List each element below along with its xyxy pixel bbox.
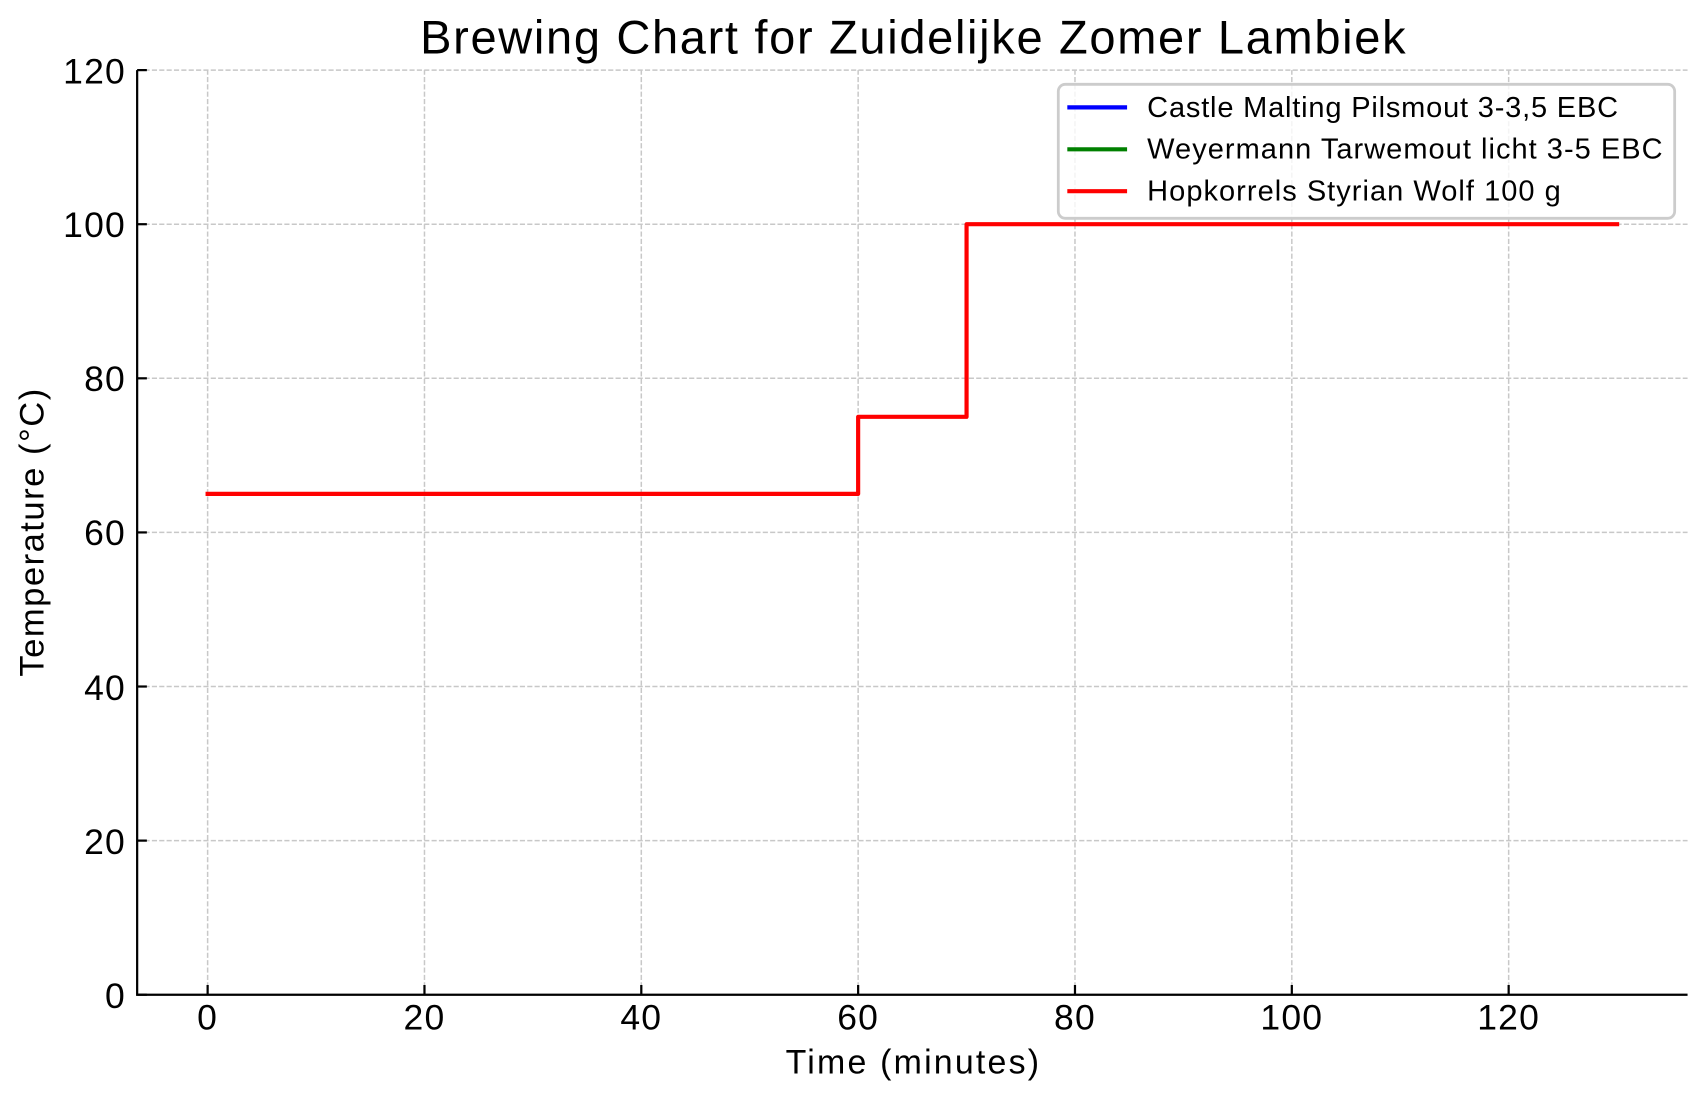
svg-text:40: 40 xyxy=(620,998,662,1038)
svg-text:60: 60 xyxy=(837,998,879,1038)
svg-text:20: 20 xyxy=(84,822,126,862)
svg-text:Time (minutes): Time (minutes) xyxy=(786,1043,1039,1081)
svg-text:120: 120 xyxy=(1477,998,1540,1038)
svg-text:0: 0 xyxy=(197,998,218,1038)
svg-text:Weyermann Tarwemout licht 3-5: Weyermann Tarwemout licht 3-5 EBC xyxy=(1147,134,1662,166)
svg-text:0: 0 xyxy=(105,976,126,1016)
svg-text:20: 20 xyxy=(404,998,446,1038)
svg-text:80: 80 xyxy=(1054,998,1096,1038)
svg-text:Castle Malting Pilsmout 3-3,5: Castle Malting Pilsmout 3-3,5 EBC xyxy=(1147,92,1618,124)
svg-text:120: 120 xyxy=(63,51,126,91)
svg-text:Brewing Chart for Zuidelijke Z: Brewing Chart for Zuidelijke Zomer Lambi… xyxy=(420,10,1406,63)
svg-text:80: 80 xyxy=(84,359,126,399)
svg-text:40: 40 xyxy=(84,668,126,708)
svg-text:60: 60 xyxy=(84,513,126,553)
svg-text:100: 100 xyxy=(1260,998,1323,1038)
svg-text:100: 100 xyxy=(63,205,126,245)
svg-text:Hopkorrels Styrian Wolf 100 g: Hopkorrels Styrian Wolf 100 g xyxy=(1147,176,1561,208)
